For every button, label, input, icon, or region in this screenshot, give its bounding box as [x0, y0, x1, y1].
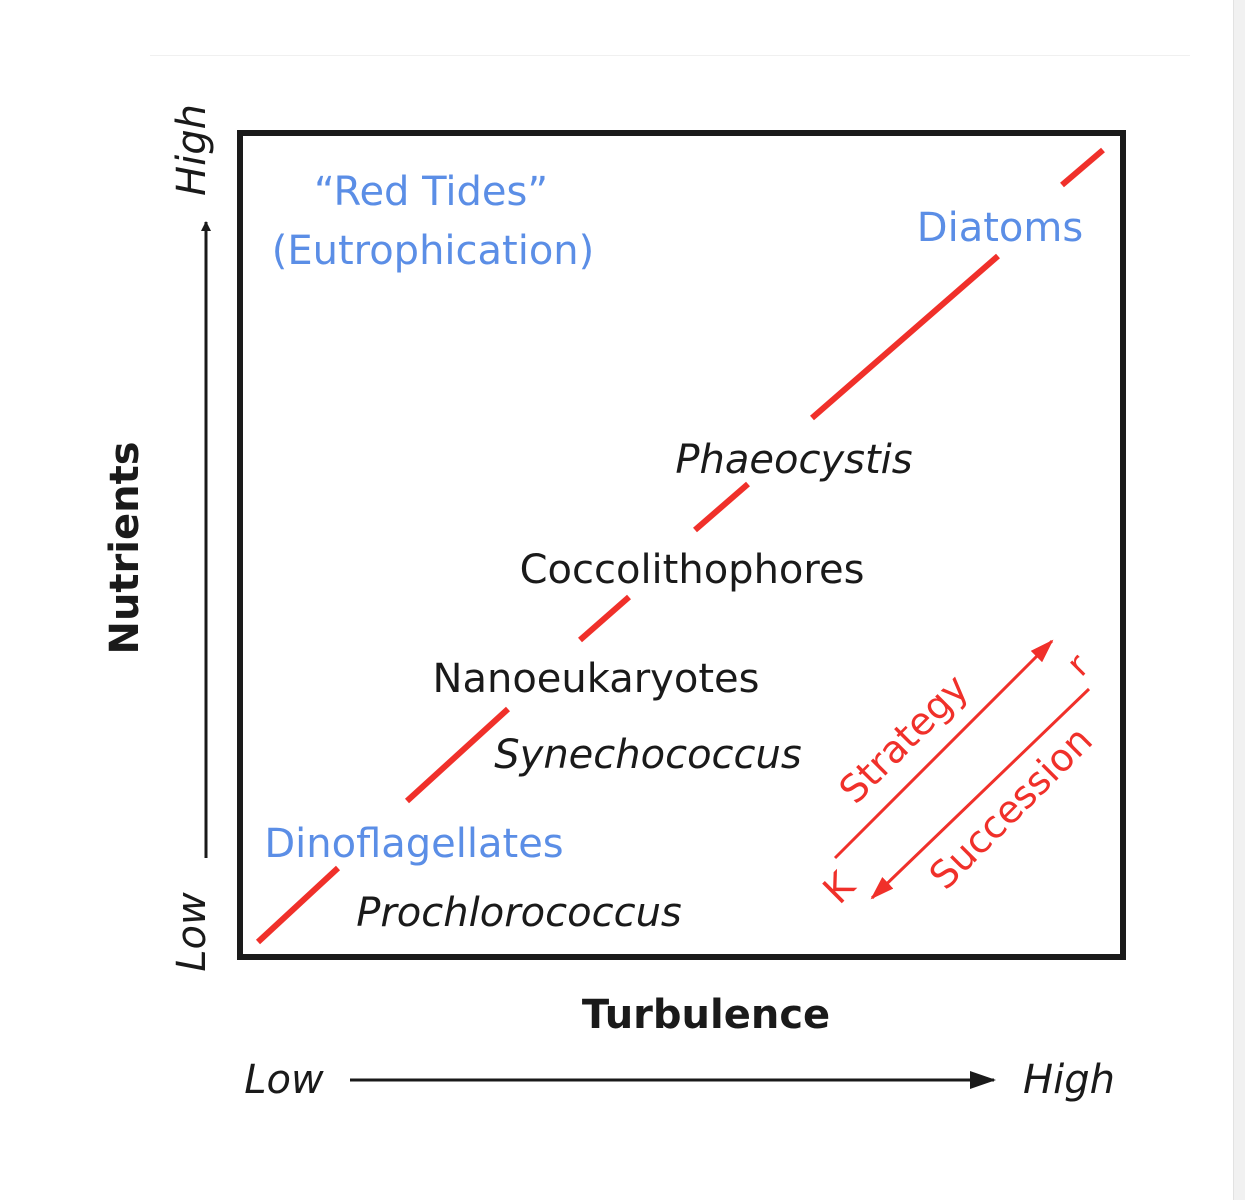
diagonal-dashed-line	[255, 147, 1105, 945]
x-axis-title: Turbulence	[582, 992, 830, 1038]
diatoms-label: Diatoms	[917, 205, 1083, 251]
prochlorococcus-label: Prochlorococcus	[356, 890, 682, 936]
y-axis-high-label: High	[169, 104, 215, 196]
nanoeukaryotes-label: Nanoeukaryotes	[433, 656, 760, 702]
x-axis-low-label: Low	[244, 1057, 324, 1103]
plot-frame	[237, 130, 1126, 960]
k-strategy-label: K	[814, 863, 863, 912]
strategy-arrow	[833, 639, 1054, 860]
top-rule	[150, 55, 1190, 56]
succession-arrow	[870, 687, 1091, 900]
phaeocystis-label: Phaeocystis	[675, 437, 912, 483]
page-edge	[1233, 0, 1245, 1200]
r-strategy-label: r	[1059, 646, 1097, 684]
synechococcus-label: Synechococcus	[494, 732, 801, 778]
red-tides-label: “Red Tides”	[314, 169, 548, 215]
coccolithophores-label: Coccolithophores	[520, 547, 865, 593]
y-axis-title: Nutrients	[102, 441, 148, 654]
x-axis-high-label: High	[1023, 1057, 1115, 1103]
y-axis-low-label: Low	[169, 892, 215, 972]
eutrophication-label: (Eutrophication)	[272, 228, 595, 274]
dinoflagellates-label: Dinoflagellates	[264, 821, 563, 867]
